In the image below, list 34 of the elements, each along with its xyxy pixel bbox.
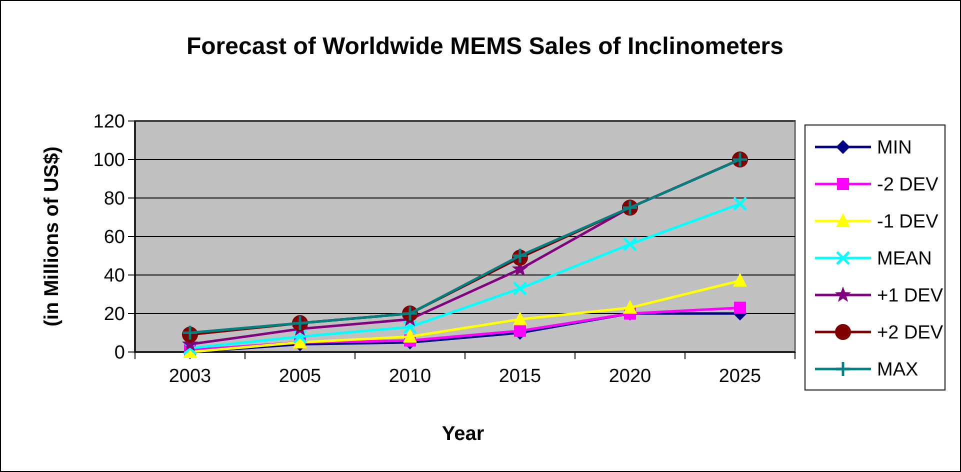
legend-label: -2 DEV bbox=[877, 174, 939, 196]
legend-label: MIN bbox=[877, 138, 912, 159]
legend-label: MEAN bbox=[877, 248, 932, 270]
x-tick-label: 2025 bbox=[718, 366, 762, 387]
y-tick-label: 0 bbox=[114, 342, 125, 364]
x-tick-label: 2015 bbox=[498, 366, 542, 387]
point bbox=[623, 300, 637, 314]
point bbox=[514, 324, 526, 337]
x-tick-label: 2010 bbox=[388, 366, 432, 387]
legend-label: MAX bbox=[877, 360, 918, 381]
point bbox=[402, 320, 418, 334]
legend-label: -1 DEV bbox=[877, 212, 939, 233]
chart-title: Forecast of Worldwide MEMS Sales of Inclinometers bbox=[186, 33, 784, 60]
x-tick-label: 2003 bbox=[168, 366, 212, 387]
y-tick-label: 80 bbox=[104, 188, 125, 210]
legend-label: +1 DEV bbox=[877, 286, 944, 307]
point bbox=[733, 272, 747, 287]
x-tick-label: 2005 bbox=[278, 366, 322, 387]
y-tick-label: 120 bbox=[93, 112, 125, 133]
point bbox=[403, 328, 417, 343]
y-axis-title: (in Millions of US$) bbox=[41, 146, 63, 326]
point bbox=[512, 281, 528, 296]
y-tick-label: 60 bbox=[104, 227, 125, 248]
x-axis-title: Year bbox=[442, 423, 484, 445]
point bbox=[622, 236, 638, 252]
x-tick-label: 2020 bbox=[608, 366, 652, 387]
point bbox=[182, 340, 198, 356]
y-tick-label: 40 bbox=[104, 266, 125, 287]
legend-label: +2 DEV bbox=[877, 322, 944, 344]
point bbox=[732, 196, 748, 212]
y-tick-label: 20 bbox=[104, 304, 125, 326]
point bbox=[734, 302, 746, 314]
point bbox=[513, 311, 527, 326]
y-tick-label: 100 bbox=[93, 150, 125, 172]
